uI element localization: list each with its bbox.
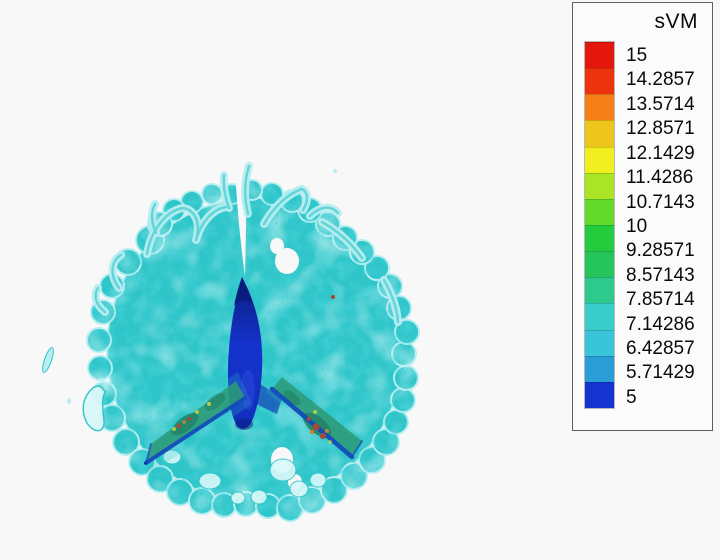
legend-tick-label: 5 xyxy=(626,386,637,408)
legend-color-band xyxy=(585,355,614,382)
legend-color-band xyxy=(585,224,614,252)
left-wing-shading xyxy=(204,393,226,411)
legend-color-band xyxy=(585,172,614,199)
legend-color-band xyxy=(585,251,614,278)
right-wing-shading xyxy=(283,390,301,406)
legend-color-band xyxy=(585,329,614,356)
stray-red-speck xyxy=(331,295,335,299)
right-wing-leading-edge xyxy=(269,386,355,460)
legend-color-band xyxy=(585,68,614,95)
legend-tick-label: 14.2857 xyxy=(626,69,695,91)
legend-tick-label: 13.5714 xyxy=(626,93,695,115)
legend-tick-label: 12.8571 xyxy=(626,118,695,140)
legend-tick-label: 9.28571 xyxy=(626,240,695,262)
legend-color-band xyxy=(585,146,614,173)
legend-color-band xyxy=(585,120,614,147)
legend-tick-label: 11.4286 xyxy=(626,167,694,189)
legend-tick-label: 10.7143 xyxy=(626,191,695,213)
legend-tick-label: 12.1429 xyxy=(626,142,695,164)
left-wing-stress-spots-orange xyxy=(182,420,186,424)
insect-body xyxy=(228,277,282,430)
legend-tick-label: 15 xyxy=(626,45,648,66)
tiny-wisp-speck xyxy=(67,398,71,404)
legend-color-band xyxy=(585,94,614,121)
legend-body: 15 14.2857 13.5714 12.8571 12.1429 11.4286 10.… xyxy=(584,41,712,409)
body-tail-shadow xyxy=(235,418,253,430)
legend-tick-label: 6.42857 xyxy=(626,338,695,360)
right-wing-tip-edge xyxy=(351,440,363,458)
legend-color-band xyxy=(585,277,614,304)
legend-tick-label: 7.85714 xyxy=(626,289,695,311)
legend-tick-label: 5.71429 xyxy=(626,362,695,384)
legend-tick-label: 7.14286 xyxy=(626,313,695,335)
left-wing-tip-edge xyxy=(145,443,152,464)
vortex-veil xyxy=(140,370,370,474)
legend-color-band xyxy=(585,303,614,330)
left-wing-stress-spots-yellow xyxy=(172,402,211,431)
legend-panel: sVM 15 14.2857 13.5714 12.8571 12.1429 11.428… xyxy=(572,2,713,431)
legend-title: sVM xyxy=(654,10,698,33)
left-wing xyxy=(144,381,247,465)
right-wing-stress-spots-red xyxy=(307,417,326,439)
tiny-wisp-speck xyxy=(333,169,337,173)
left-wing-stress-spots-red xyxy=(176,417,191,429)
left-wing-leading-edge xyxy=(144,396,247,465)
left-wing-shading xyxy=(171,412,199,436)
legend-color-band xyxy=(585,381,614,408)
body-nose-shadow xyxy=(234,277,253,306)
body-wing-root-shadow xyxy=(256,384,282,414)
legend-color-band xyxy=(585,42,614,69)
detached-wisp-lobe xyxy=(82,385,106,432)
legend-tick-label: 10 xyxy=(626,215,648,237)
legend-labels: 15 14.2857 13.5714 12.8571 12.1429 11.4286 10.… xyxy=(626,46,712,408)
right-wing xyxy=(269,377,363,460)
right-wing-stress-spots-orange xyxy=(310,429,329,434)
legend-tick-label: 8.57143 xyxy=(626,264,695,286)
legend-color-band xyxy=(585,198,614,225)
detached-wisp-sliver xyxy=(42,347,54,373)
right-wing-stress-spots-yellow xyxy=(313,410,332,444)
vortex-tendrils xyxy=(42,166,398,432)
lower-rim-bubbles xyxy=(162,449,327,505)
legend-colorbar xyxy=(584,41,615,409)
